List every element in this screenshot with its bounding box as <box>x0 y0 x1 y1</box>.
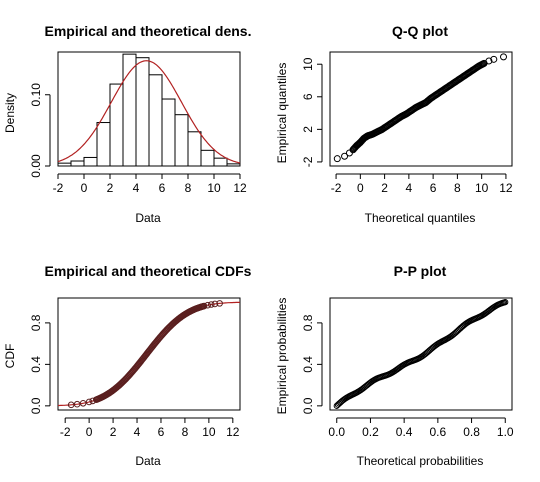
empirical-cdf-point <box>216 300 223 307</box>
pp-y-tick-label: 0.4 <box>301 356 315 373</box>
qq-x-tick-label: 8 <box>454 181 461 195</box>
pp-x-tick-label: 0.0 <box>328 425 345 439</box>
pp-y-tick-label: 0.8 <box>301 314 315 331</box>
cdf-x-tick-label: 0 <box>86 425 93 439</box>
qq-point <box>333 155 341 163</box>
qq-x-tick-label: 0 <box>357 181 364 195</box>
pp-x-tick-label: 0.2 <box>362 425 379 439</box>
pp-panel: P-P plot Theoretical probabilities Empir… <box>275 263 514 468</box>
cdf-x-tick-label: 8 <box>182 425 189 439</box>
histogram-bar <box>70 160 85 167</box>
density-x-tick-label: 10 <box>207 181 221 195</box>
empirical-cdf-point <box>79 399 87 407</box>
histogram-bar <box>57 162 72 167</box>
histogram-bar <box>83 156 98 167</box>
pp-x-tick-label: 0.6 <box>430 425 447 439</box>
density-x-tick-label: -2 <box>53 181 64 195</box>
cdf-xlabel: Data <box>135 454 161 468</box>
cdf-y-tick-label: 0.4 <box>29 356 43 373</box>
density-xlabel: Data <box>135 211 161 225</box>
empirical-cdf-point <box>207 301 215 308</box>
histogram-bar <box>174 114 189 167</box>
density-curve <box>57 60 241 164</box>
empirical-cdf-point <box>73 400 81 408</box>
empirical-cdf-point <box>204 301 211 309</box>
cdf-x-tick-label: 12 <box>226 425 240 439</box>
cdf-panel: Empirical and theoretical CDFs Data CDF … <box>3 263 252 468</box>
density-x-tick-label: 8 <box>185 181 192 195</box>
qq-xlabel: Theoretical quantiles <box>365 211 476 225</box>
pp-y-tick-label: 0.0 <box>301 397 315 414</box>
pp-ylabel: Empirical probabilities <box>275 298 289 415</box>
histogram-bar <box>109 83 124 167</box>
pp-x-tick-label: 0.4 <box>396 425 413 439</box>
density-x-tick-label: 6 <box>159 181 166 195</box>
pp-x-tick-label: 1.0 <box>497 425 514 439</box>
cdf-y-tick-label: 0.0 <box>29 397 43 414</box>
qq-y-tick-label: -2 <box>301 156 315 167</box>
histogram-bar <box>187 131 202 167</box>
density-panel: Empirical and theoretical dens. Data Den… <box>3 23 251 225</box>
qq-point <box>500 53 508 61</box>
qq-y-tick-label: 10 <box>301 57 315 71</box>
qq-x-tick-label: 6 <box>430 181 437 195</box>
cdf-x-tick-label: 10 <box>202 425 216 439</box>
density-x-tick-label: 4 <box>133 181 140 195</box>
qq-point <box>485 57 493 65</box>
histogram-bar <box>135 57 150 167</box>
qq-x-tick-label: 4 <box>406 181 413 195</box>
empirical-cdf-point <box>85 398 93 406</box>
histogram-bar <box>148 74 163 167</box>
qq-y-tick-label: 6 <box>301 93 315 100</box>
qq-x-tick-label: 10 <box>475 181 489 195</box>
histogram-bar <box>200 149 215 167</box>
pp-xlabel: Theoretical probabilities <box>357 454 484 468</box>
qq-point <box>490 55 498 63</box>
cdf-x-tick-label: -2 <box>60 425 71 439</box>
histogram-bar <box>161 98 176 167</box>
cdf-x-tick-label: 6 <box>158 425 165 439</box>
density-x-tick-label: 0 <box>81 181 88 195</box>
qq-panel: Q-Q plot Theoretical quantiles Empirical… <box>275 23 513 225</box>
qq-x-tick-label: -2 <box>331 181 342 195</box>
density-ylabel: Density <box>3 93 17 133</box>
density-x-tick-label: 12 <box>233 181 247 195</box>
qq-title: Q-Q plot <box>392 23 448 39</box>
cdf-x-tick-label: 2 <box>110 425 117 439</box>
empirical-cdf-point <box>200 302 208 310</box>
cdf-ylabel: CDF <box>3 344 17 369</box>
histogram-bar <box>96 122 111 167</box>
density-x-tick-label: 2 <box>107 181 114 195</box>
pp-point <box>502 299 509 306</box>
cdf-y-tick-label: 0.8 <box>29 314 43 331</box>
density-title: Empirical and theoretical dens. <box>45 23 252 39</box>
qq-y-tick-label: 2 <box>301 126 315 133</box>
pp-frame <box>329 297 513 411</box>
qq-frame <box>329 51 513 167</box>
pp-title: P-P plot <box>394 263 447 279</box>
qq-x-tick-label: 2 <box>381 181 388 195</box>
qq-ylabel: Empirical quantiles <box>275 63 289 164</box>
cdf-x-tick-label: 4 <box>134 425 141 439</box>
cdf-title: Empirical and theoretical CDFs <box>45 263 252 279</box>
histogram-bar <box>226 163 241 167</box>
qq-point <box>341 152 349 160</box>
density-y-tick-label: 0.00 <box>29 154 43 178</box>
histogram-bar <box>213 157 228 167</box>
pp-x-tick-label: 0.8 <box>463 425 480 439</box>
empirical-cdf-point <box>211 300 219 308</box>
histogram-bar <box>122 53 137 167</box>
cdf-frame <box>57 297 241 411</box>
qq-x-tick-label: 12 <box>499 181 513 195</box>
density-y-tick-label: 0.10 <box>29 83 43 107</box>
